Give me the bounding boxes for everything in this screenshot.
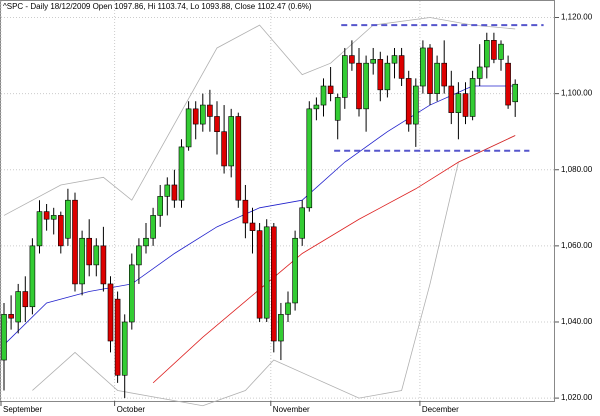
candle-body: [107, 283, 114, 342]
candle-body: [334, 97, 341, 121]
candle-body: [377, 59, 384, 91]
candle-body: [313, 104, 320, 110]
candle-body: [285, 302, 291, 315]
candle-body: [143, 237, 149, 247]
candle-body: [441, 62, 448, 87]
candle-body: [270, 226, 277, 342]
candle-body: [36, 211, 43, 247]
candle-body: [256, 230, 263, 319]
candle-body: [505, 62, 511, 106]
candle-body: [462, 93, 469, 117]
x-tick-label: October: [117, 405, 146, 414]
candle-body: [391, 55, 398, 64]
candle-body: [405, 78, 412, 125]
candle-body: [292, 237, 298, 304]
candle-body: [356, 62, 362, 110]
x-tick-label: December: [422, 405, 459, 414]
candle-body: [278, 314, 284, 342]
y-tick-label: 1,040.00: [561, 317, 593, 326]
candle-body: [370, 59, 377, 64]
candle-body: [86, 237, 92, 266]
chart-title: ^SPC - Daily 18/12/2009 Open 1097.86, Hi…: [3, 2, 312, 11]
candle-body: [448, 85, 455, 113]
y-tick-label: 1,060.00: [561, 241, 593, 250]
candle-body: [15, 291, 21, 323]
candle-body: [221, 131, 227, 167]
candle-body: [341, 55, 348, 98]
candle-body: [150, 215, 156, 239]
candle-body: [327, 85, 334, 94]
candle-body: [93, 245, 100, 266]
candle-body: [200, 104, 206, 125]
candle-body: [228, 116, 234, 167]
candle-body: [178, 146, 185, 201]
y-tick-label: 1,080.00: [561, 165, 593, 174]
candle-body: [242, 199, 249, 224]
candle-body: [121, 321, 128, 376]
candle-body: [79, 237, 85, 285]
overlay-line: [152, 135, 516, 384]
candle-body: [114, 298, 121, 376]
y-tick-label: 1,120.00: [561, 13, 593, 22]
candle-body: [22, 291, 29, 308]
x-tick-label: September: [3, 405, 42, 414]
candle-body: [498, 43, 504, 60]
candle-body: [306, 108, 313, 209]
candle-body: [420, 47, 426, 87]
candle-body: [483, 40, 490, 68]
candle-body: [491, 40, 497, 60]
candle-body: [384, 62, 391, 91]
candle-body: [100, 245, 107, 285]
candle-body: [427, 47, 433, 94]
candle-body: [72, 199, 78, 285]
candle-body: [57, 215, 64, 247]
overlay-line: [3, 85, 516, 346]
x-tick-label: November: [273, 405, 310, 414]
candle-body: [171, 184, 178, 201]
candle-body: [412, 85, 419, 125]
y-tick-label: 1,020.00: [561, 393, 593, 402]
candle-body: [185, 108, 192, 148]
candle-body: [29, 245, 36, 308]
candle-body: [398, 55, 405, 79]
candle-body: [192, 108, 199, 125]
candle-body: [129, 264, 135, 323]
candle-body: [263, 226, 270, 319]
overlay-line: [32, 135, 516, 407]
candle-body: [207, 104, 213, 117]
candle-body: [8, 314, 14, 319]
candle-body: [455, 93, 462, 113]
candle-body: [157, 196, 163, 216]
candle-body: [65, 199, 71, 239]
candle-body: [434, 62, 440, 94]
candle-body: [249, 222, 256, 231]
candle-body: [164, 184, 171, 197]
candle-body: [476, 66, 483, 79]
candle-body: [320, 85, 327, 106]
candle-body: [43, 211, 50, 220]
candle-body: [235, 116, 242, 201]
candle-body: [1, 314, 7, 361]
candle-body: [469, 78, 476, 117]
candle-body: [50, 215, 57, 220]
plot-frame: [0, 0, 555, 402]
candle-body: [512, 83, 519, 103]
candle-body: [349, 55, 355, 64]
y-tick-label: 1,100.00: [561, 89, 593, 98]
candle-body: [136, 245, 142, 266]
overlay-line: [3, 17, 516, 216]
candle-body: [363, 62, 369, 110]
candle-body: [299, 207, 306, 239]
candle-body: [214, 116, 220, 132]
